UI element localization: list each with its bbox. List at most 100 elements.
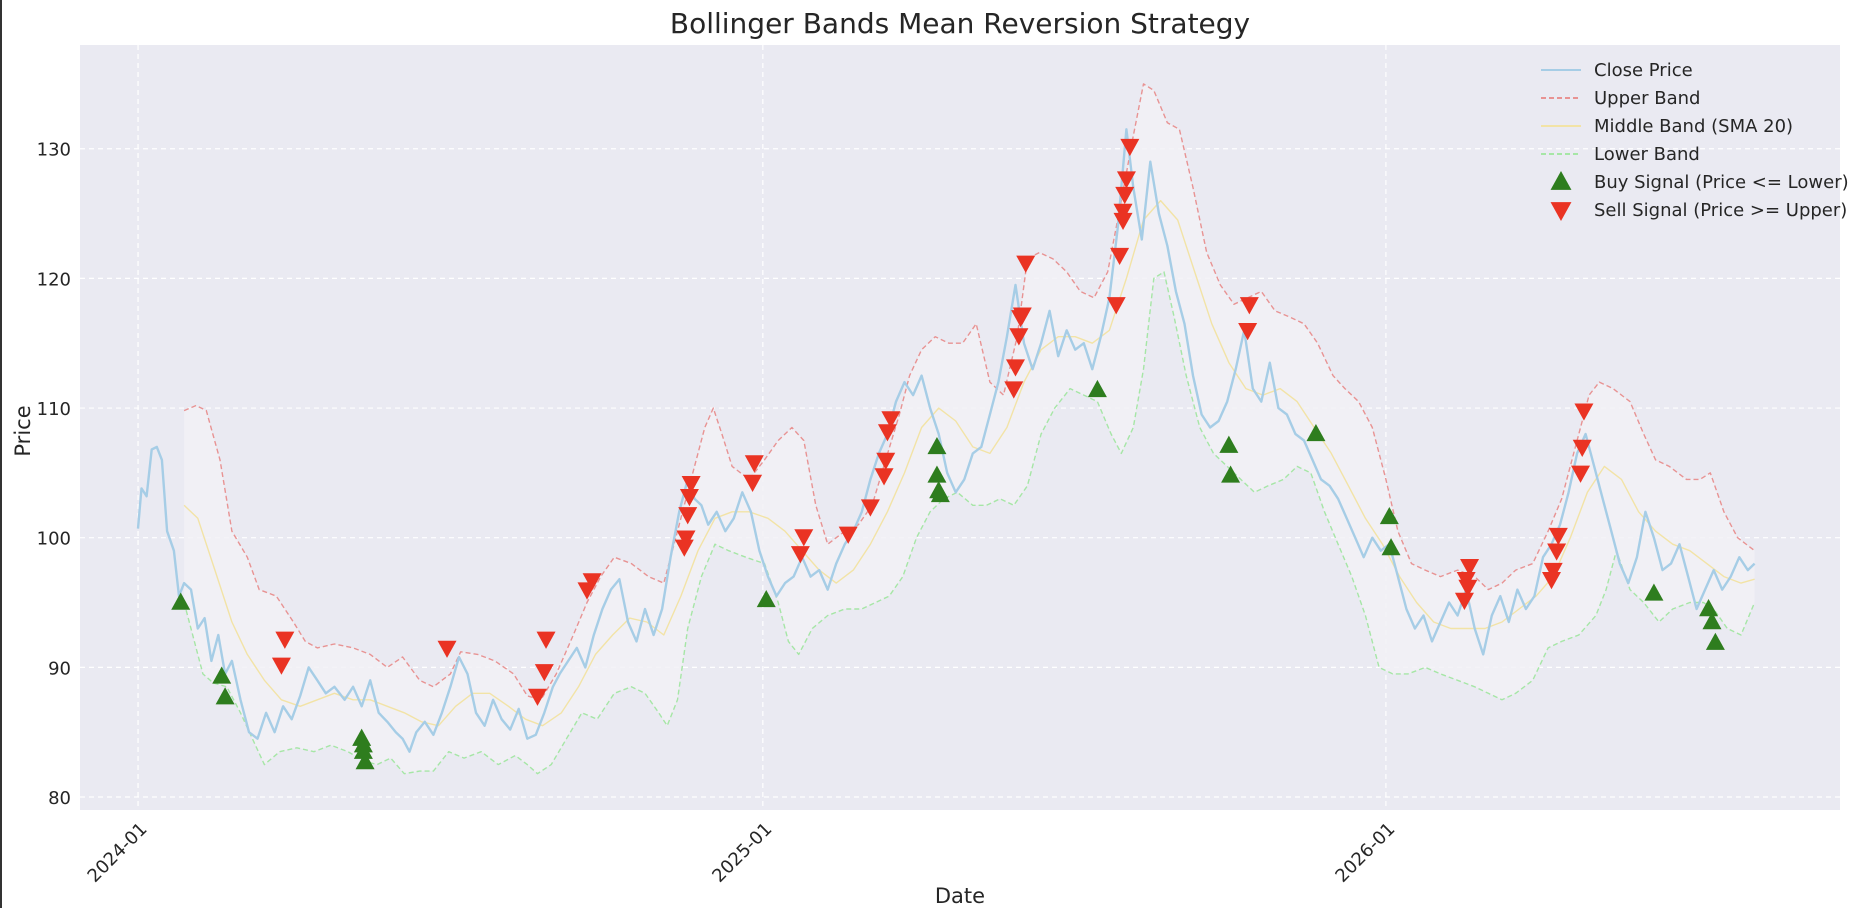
- sell-signal-marker: [1571, 465, 1591, 483]
- sell-signal-marker: [527, 688, 547, 706]
- buy-signal-marker: [215, 687, 235, 705]
- series-line-upper-band: [183, 83, 1756, 701]
- x-axis: 2024-01 2025-01 2026-01: [84, 819, 1400, 887]
- sell-signal-marker: [876, 452, 896, 470]
- band-fill: [184, 83, 1755, 774]
- sell-signal-marker: [534, 664, 554, 682]
- y-tick-label: 120: [37, 269, 71, 290]
- x-tick-label: 2025-01: [708, 819, 776, 887]
- sell-signal-marker: [1574, 403, 1594, 421]
- sell-signal-marker: [743, 474, 763, 492]
- buy-signal-marker: [1306, 423, 1326, 442]
- sell-signal-marker: [1547, 543, 1567, 561]
- sell-signal-marker: [1458, 579, 1478, 597]
- sell-signal-marker: [681, 476, 701, 494]
- legend-label: Buy Signal (Price <= Lower): [1594, 172, 1849, 193]
- sell-signal-marker: [1005, 359, 1025, 377]
- legend-swatch: [1550, 202, 1572, 221]
- buy-signal-marker: [355, 752, 375, 770]
- x-tick-label: 2024-01: [84, 819, 152, 887]
- sell-signal-marker: [1542, 572, 1562, 590]
- sell-signal-marker: [860, 499, 880, 517]
- sell-signal-marker: [1009, 328, 1029, 346]
- buy-signal-marker: [1381, 538, 1401, 556]
- legend-swatch: [1550, 171, 1572, 190]
- series-line-lower-band: [183, 271, 1756, 775]
- legend-label: Upper Band: [1594, 88, 1700, 109]
- sell-signal-marker: [275, 631, 295, 649]
- x-axis-label: Date: [935, 884, 985, 908]
- legend-label: Sell Signal (Price >= Upper): [1594, 200, 1847, 221]
- y-tick-label: 80: [48, 788, 71, 809]
- buy-signal-marker: [1699, 599, 1719, 617]
- y-axis: 80 90 100 110 120 130: [37, 140, 71, 809]
- sell-signal-marker: [1004, 381, 1024, 399]
- buy-signal-marker: [1644, 583, 1664, 601]
- y-axis-label: Price: [11, 405, 35, 456]
- sell-signal-marker: [1016, 255, 1036, 273]
- sell-signal-marker: [676, 530, 696, 548]
- y-tick-label: 130: [37, 140, 71, 161]
- sell-signal-marker: [1113, 212, 1133, 231]
- sell-signal-marker: [1572, 439, 1592, 457]
- sell-signal-marker: [790, 546, 810, 564]
- sell-signal-marker: [1106, 297, 1126, 315]
- legend-label: Middle Band (SMA 20): [1594, 116, 1793, 137]
- legend: Close Price Upper Band Middle Band (SMA 20…: [1541, 60, 1849, 221]
- chart-title: Bollinger Bands Mean Reversion Strategy: [670, 7, 1250, 40]
- y-tick-label: 110: [37, 399, 71, 420]
- sell-signal-marker: [1012, 307, 1032, 325]
- sell-signal-marker: [744, 455, 764, 473]
- buy-signal-marker: [1705, 632, 1725, 650]
- sell-signal-marker: [674, 539, 694, 557]
- sell-signal-marker: [536, 631, 556, 649]
- signal-markers: [171, 138, 1725, 770]
- buy-signal-marker: [1221, 465, 1241, 483]
- legend-label: Lower Band: [1594, 144, 1700, 165]
- buy-signal-marker: [1379, 506, 1399, 525]
- sell-signal-marker: [1239, 297, 1259, 315]
- sell-signal-marker: [1548, 527, 1568, 546]
- sell-signal-marker: [582, 573, 602, 591]
- gridlines: [80, 45, 1840, 810]
- sell-signal-marker: [1460, 559, 1480, 577]
- buy-signal-marker: [756, 589, 776, 608]
- buy-signal-marker: [1702, 611, 1722, 630]
- x-tick-label: 2026-01: [1331, 819, 1399, 887]
- buy-signal-marker: [1087, 379, 1107, 398]
- sell-signal-marker: [1543, 562, 1563, 581]
- sell-signal-marker: [794, 529, 814, 547]
- y-tick-label: 100: [37, 529, 71, 550]
- buy-signal-marker: [927, 436, 947, 455]
- sell-signal-marker: [1116, 171, 1136, 189]
- buy-signal-marker: [1219, 435, 1239, 453]
- sell-signal-marker: [271, 657, 291, 675]
- legend-label: Close Price: [1594, 60, 1693, 81]
- page-edge: [0, 0, 2, 908]
- sell-signal-marker: [1115, 186, 1135, 205]
- buy-signal-marker: [353, 741, 373, 759]
- sell-signal-marker: [838, 526, 858, 544]
- sell-signal-marker: [881, 411, 901, 429]
- sell-signal-marker: [1120, 138, 1140, 157]
- sell-signal-marker: [1110, 247, 1130, 266]
- buy-signal-marker: [930, 484, 950, 503]
- buy-signal-marker: [212, 666, 232, 684]
- sell-signal-marker: [437, 640, 457, 658]
- y-tick-label: 90: [48, 658, 71, 679]
- sell-signal-marker: [874, 468, 894, 486]
- sell-signal-marker: [678, 507, 698, 525]
- buy-signal-marker: [171, 592, 191, 610]
- series-line-middle-band-sma-20: [183, 199, 1755, 727]
- series-line-close-price: [136, 128, 1756, 753]
- buy-signal-marker: [927, 465, 947, 483]
- sell-signal-marker: [1454, 592, 1474, 610]
- sell-signal-marker: [1238, 323, 1258, 341]
- sell-signal-marker: [1113, 203, 1133, 221]
- sell-signal-marker: [679, 489, 699, 507]
- series-lines: [136, 83, 1756, 775]
- bollinger-band-fill: [184, 83, 1755, 774]
- sell-signal-marker: [877, 424, 897, 442]
